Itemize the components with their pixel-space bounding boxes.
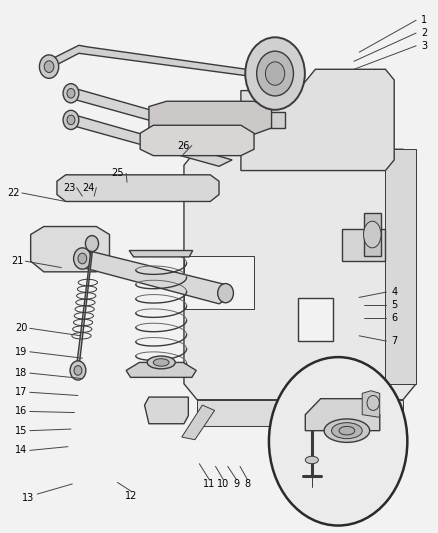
Text: 3: 3 (421, 41, 427, 51)
Text: 5: 5 (391, 300, 397, 310)
Circle shape (245, 37, 305, 110)
Text: 8: 8 (244, 479, 251, 489)
Text: 24: 24 (82, 183, 95, 192)
Text: 4: 4 (391, 287, 397, 297)
Ellipse shape (153, 359, 169, 366)
Circle shape (74, 248, 91, 269)
Polygon shape (57, 175, 219, 201)
Circle shape (74, 366, 82, 375)
Polygon shape (184, 256, 254, 309)
Text: 26: 26 (177, 141, 189, 150)
Text: 13: 13 (22, 494, 35, 503)
Polygon shape (298, 298, 333, 341)
Polygon shape (385, 149, 416, 384)
Polygon shape (182, 405, 215, 440)
Circle shape (67, 88, 75, 98)
Polygon shape (241, 69, 394, 171)
Text: 23: 23 (63, 183, 75, 192)
Polygon shape (145, 397, 188, 424)
Text: 21: 21 (11, 256, 24, 266)
Polygon shape (66, 90, 232, 140)
Polygon shape (305, 399, 380, 431)
Text: 14: 14 (15, 446, 27, 455)
Polygon shape (342, 229, 385, 261)
Text: 22: 22 (7, 188, 19, 198)
Circle shape (70, 361, 86, 380)
Text: 16: 16 (15, 407, 27, 416)
Polygon shape (197, 400, 403, 426)
Circle shape (269, 357, 407, 526)
Polygon shape (31, 227, 110, 272)
Polygon shape (364, 213, 381, 256)
Polygon shape (66, 116, 232, 166)
Text: 18: 18 (15, 368, 27, 378)
Text: 2: 2 (421, 28, 427, 38)
Circle shape (367, 395, 379, 410)
Text: 12: 12 (125, 491, 138, 500)
Polygon shape (184, 149, 416, 400)
Polygon shape (126, 362, 196, 377)
Text: 15: 15 (15, 426, 27, 435)
Circle shape (257, 51, 293, 96)
Ellipse shape (364, 221, 381, 248)
Ellipse shape (305, 456, 318, 464)
Text: 1: 1 (421, 15, 427, 25)
Circle shape (44, 61, 54, 72)
Circle shape (63, 110, 79, 130)
Circle shape (63, 84, 79, 103)
Polygon shape (44, 45, 254, 77)
Polygon shape (166, 112, 285, 128)
Polygon shape (362, 391, 380, 417)
Ellipse shape (324, 419, 370, 442)
Circle shape (85, 236, 99, 252)
Text: 19: 19 (15, 347, 27, 357)
Text: 11: 11 (203, 479, 215, 489)
Polygon shape (129, 251, 193, 257)
Ellipse shape (339, 426, 355, 435)
Circle shape (39, 55, 59, 78)
Polygon shape (79, 251, 232, 304)
Text: 10: 10 (217, 479, 230, 489)
Text: 6: 6 (391, 313, 397, 322)
Circle shape (265, 62, 285, 85)
Text: 17: 17 (15, 387, 27, 397)
Ellipse shape (332, 423, 362, 439)
Text: 25: 25 (111, 168, 124, 178)
Text: 9: 9 (233, 479, 240, 489)
Polygon shape (149, 101, 272, 134)
Text: 20: 20 (15, 324, 27, 333)
Polygon shape (140, 125, 254, 156)
Circle shape (218, 284, 233, 303)
Circle shape (78, 253, 87, 264)
Text: 7: 7 (391, 336, 397, 346)
Polygon shape (77, 248, 93, 365)
Circle shape (67, 115, 75, 125)
Ellipse shape (147, 356, 175, 369)
